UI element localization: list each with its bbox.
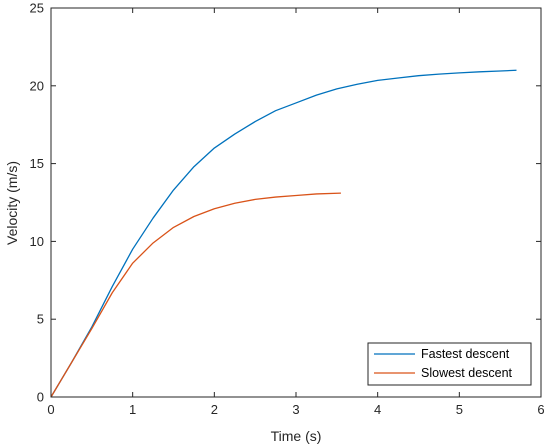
legend-box: [367, 342, 532, 386]
plot-area: [51, 8, 541, 397]
ticks-layer: 0 1 2 3 4 5 6 0 5 10 15 20 25: [30, 1, 545, 418]
y-tick-label: 0: [37, 390, 44, 405]
axes-box: [50, 7, 542, 398]
y-tick-label: 20: [30, 78, 44, 93]
legend-label-fastest: Fastest descent: [421, 347, 510, 361]
x-tick-label: 1: [129, 402, 136, 417]
y-tick-label: 10: [30, 234, 44, 249]
x-axis-label: Time (s): [271, 428, 322, 444]
x-tick-label: 2: [211, 402, 218, 417]
x-tick-label: 6: [537, 402, 544, 417]
y-tick-label: 25: [30, 1, 44, 16]
x-tick-label: 0: [47, 402, 54, 417]
legend-label-slowest: Slowest descent: [421, 366, 513, 380]
x-tick-label: 4: [374, 402, 381, 417]
y-tick-label: 5: [37, 312, 44, 327]
series-line-fastest-descent: [50, 69, 517, 398]
x-tick-label: 5: [456, 402, 463, 417]
x-tick-label: 3: [292, 402, 299, 417]
series-layer: [50, 69, 517, 398]
y-axis-label: Velocity (m/s): [4, 161, 20, 245]
y-tick-label: 15: [30, 156, 44, 171]
legend: Fastest descent Slowest descent: [367, 342, 532, 386]
series-line-slowest-descent: [50, 192, 341, 398]
